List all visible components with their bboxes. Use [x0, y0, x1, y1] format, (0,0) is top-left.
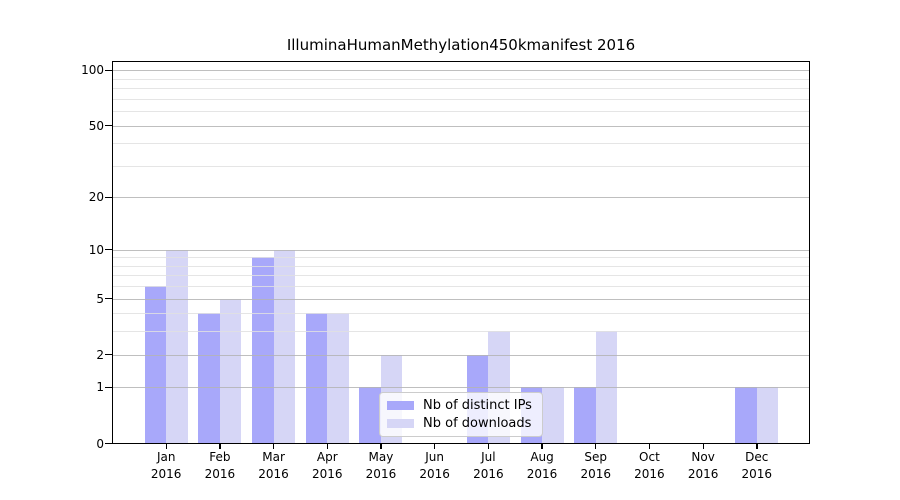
bar-mar-ips	[252, 257, 274, 443]
y-tick-label: 100	[81, 63, 104, 78]
bar-dec-ips	[735, 387, 757, 443]
x-tick-mark	[756, 444, 758, 449]
x-tick-month: Jun	[425, 450, 445, 464]
bar-feb-ips	[198, 313, 220, 443]
x-tick-mark	[326, 444, 328, 449]
x-tick-label: Aug 2016	[510, 449, 574, 482]
x-tick-year: 2016	[258, 466, 289, 481]
chart-title: IlluminaHumanMethylation450kmanifest 201…	[286, 36, 636, 54]
x-tick-mark	[541, 444, 543, 449]
y-tick-label: 5	[96, 291, 104, 306]
legend-swatch-downloads-icon	[387, 418, 414, 428]
y-tick-mark	[105, 386, 112, 389]
x-tick-label: Apr 2016	[295, 449, 359, 482]
x-tick-year: 2016	[150, 466, 182, 481]
x-tick-mark	[595, 444, 597, 449]
y-tick-mark	[105, 442, 112, 445]
y-tick-mark	[105, 298, 112, 300]
y-tick-mark	[105, 354, 112, 356]
x-tick-label: Jul 2016	[456, 449, 520, 482]
bars-layer	[113, 62, 809, 443]
x-tick-label: Nov 2016	[671, 449, 735, 482]
x-tick-year: 2016	[634, 466, 665, 481]
x-tick-month: May	[368, 450, 394, 464]
bar-jan-ips	[144, 286, 167, 443]
x-tick-year: 2016	[741, 466, 773, 481]
y-tick-label: 20	[88, 190, 104, 205]
legend-label-downloads: Nb of downloads	[423, 415, 532, 431]
x-tick-label: Oct 2016	[617, 449, 681, 482]
x-tick-mark	[219, 444, 221, 449]
x-tick-month: Dec	[745, 450, 769, 464]
bar-mar-downloads	[273, 249, 296, 443]
x-tick-month: Mar	[262, 450, 285, 464]
x-tick-year: 2016	[687, 466, 719, 481]
x-tick-year: 2016	[365, 466, 397, 481]
x-tick-mark	[702, 444, 704, 449]
y-tick-label: 0	[96, 436, 104, 451]
x-tick-mark	[434, 444, 436, 449]
x-tick-month: Jul	[481, 450, 496, 464]
x-tick-label: Sep 2016	[564, 449, 628, 482]
bar-apr-ips	[305, 313, 328, 443]
x-tick-label: Feb 2016	[188, 449, 252, 482]
bar-sep-ips	[574, 387, 596, 443]
x-tick-mark	[380, 444, 382, 449]
bar-apr-downloads	[327, 313, 349, 443]
x-tick-mark	[648, 444, 651, 449]
y-tick-mark	[105, 249, 112, 251]
legend-swatch-distinct-ips-icon	[387, 401, 414, 411]
y-tick-label: 10	[88, 242, 104, 257]
y-tick-label: 2	[96, 347, 104, 362]
x-tick-year: 2016	[419, 466, 450, 481]
x-tick-label: Dec 2016	[725, 449, 789, 482]
y-tick-mark	[105, 125, 112, 127]
x-tick-year: 2016	[204, 466, 236, 481]
x-tick-year: 2016	[311, 466, 343, 481]
bar-feb-downloads	[219, 298, 242, 443]
x-tick-month: Oct	[639, 450, 660, 464]
bar-aug-downloads	[542, 387, 564, 443]
y-tick-mark	[105, 69, 112, 72]
y-tick-mark	[105, 196, 112, 199]
y-tick-label: 50	[88, 118, 104, 133]
x-tick-month: Aug	[530, 450, 554, 464]
legend-item-distinct-ips: Nb of distinct IPs	[387, 398, 535, 413]
x-tick-month: Nov	[691, 450, 715, 464]
x-tick-label: Jun 2016	[403, 449, 467, 482]
x-tick-mark	[487, 444, 490, 449]
x-tick-label: May 2016	[349, 449, 413, 482]
y-tick-label: 1	[96, 380, 104, 395]
x-tick-mark	[272, 444, 275, 449]
x-tick-label: Jan 2016	[134, 449, 198, 482]
x-tick-mark	[165, 444, 167, 449]
legend-item-downloads: Nb of downloads	[387, 416, 535, 431]
bar-jan-downloads	[166, 249, 188, 443]
plot-area: Nb of distinct IPs Nb of downloads	[112, 61, 810, 444]
x-tick-label: Mar 2016	[242, 449, 306, 482]
x-tick-month: Feb	[209, 450, 231, 464]
x-tick-year: 2016	[580, 466, 611, 481]
bar-sep-downloads	[595, 331, 618, 443]
x-tick-month: Apr	[316, 450, 338, 464]
bar-may-ips	[359, 387, 381, 443]
legend: Nb of distinct IPs Nb of downloads	[379, 392, 543, 437]
x-tick-year: 2016	[526, 466, 558, 481]
x-tick-month: Sep	[584, 450, 608, 464]
legend-label-distinct-ips: Nb of distinct IPs	[423, 398, 532, 414]
bar-dec-downloads	[756, 387, 779, 443]
x-tick-year: 2016	[473, 466, 504, 481]
x-tick-month: Jan	[156, 450, 176, 464]
